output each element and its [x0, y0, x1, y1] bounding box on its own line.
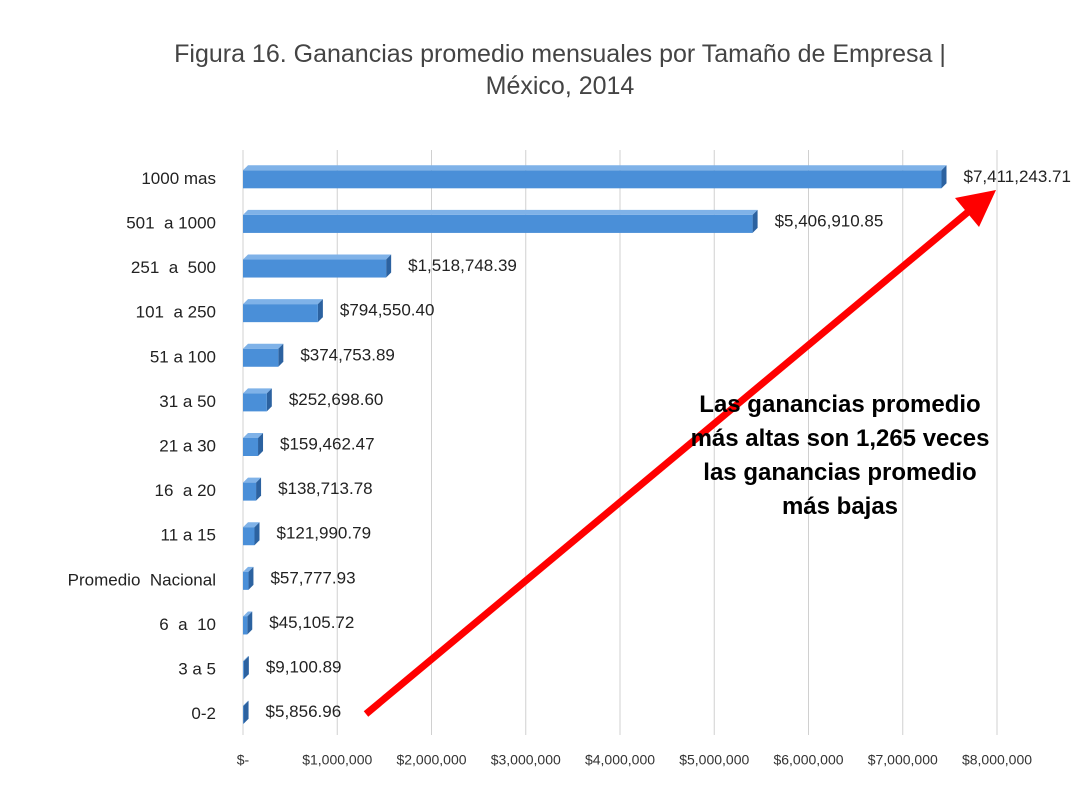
bar-front [243, 438, 259, 456]
bar-side [266, 388, 272, 412]
bar-front [243, 616, 248, 635]
value-label: $121,990.79 [276, 524, 371, 543]
bar-side [243, 656, 249, 680]
bar-side [941, 165, 947, 189]
bar [243, 611, 253, 635]
x-tick-label: $1,000,000 [302, 752, 372, 768]
bar-top [243, 299, 323, 305]
value-label: $5,856.96 [266, 702, 342, 721]
bar-side [247, 611, 253, 635]
bar [243, 343, 284, 367]
value-label: $57,777.93 [270, 568, 355, 587]
y-tick-label: 11 a 15 [161, 526, 216, 545]
bar-top [243, 388, 272, 394]
value-label: $252,698.60 [289, 390, 384, 409]
bar-top [243, 566, 254, 572]
chart-title: Figura 16. Ganancias promedio mensuales … [174, 40, 946, 100]
bar-side [243, 700, 249, 724]
bar-front [243, 571, 249, 590]
y-tick-label: 51 a 100 [150, 347, 216, 366]
bar-front [243, 393, 267, 412]
y-tick-label: 101 a 250 [136, 303, 216, 322]
bar-top [243, 343, 284, 349]
bar [243, 299, 323, 323]
bar-side [386, 254, 392, 278]
bar [243, 165, 947, 189]
bar-side [254, 522, 260, 546]
bar-top [243, 254, 392, 260]
y-tick-label: 3 a 5 [178, 660, 216, 679]
arrow-head [955, 190, 996, 227]
value-label: $7,411,243.71 [964, 167, 1071, 186]
x-tick-label: $5,000,000 [679, 752, 749, 768]
value-label: $9,100.89 [266, 658, 342, 677]
value-label: $5,406,910.85 [775, 211, 884, 230]
bar-side [248, 566, 254, 590]
bar [243, 700, 249, 724]
value-label: $45,105.72 [269, 613, 354, 632]
bar-top [243, 477, 262, 483]
bar-side [278, 343, 284, 367]
y-tick-label: 251 a 500 [131, 258, 216, 277]
bar-front [243, 170, 942, 189]
y-tick-label: 6 a 10 [159, 615, 216, 634]
bar-top [243, 700, 249, 706]
y-tick-label: 21 a 30 [159, 436, 216, 455]
value-label: $374,753.89 [300, 345, 395, 364]
bar-top [243, 611, 253, 617]
bar [243, 254, 392, 278]
x-tick-label: $2,000,000 [396, 752, 466, 768]
bar-side [317, 299, 323, 323]
y-tick-label: 1000 mas [141, 169, 216, 188]
bar-front [243, 482, 257, 501]
bar [243, 477, 262, 501]
bar-front [243, 259, 387, 278]
bar-side [256, 477, 262, 501]
value-label: $138,713.78 [278, 479, 373, 498]
bar [243, 209, 758, 233]
y-tick-label: 31 a 50 [159, 392, 216, 411]
x-tick-label: $6,000,000 [773, 752, 843, 768]
value-label: $159,462.47 [280, 434, 375, 453]
bar-top [243, 165, 947, 171]
value-label: $794,550.40 [340, 301, 435, 320]
bar-side [752, 209, 758, 233]
bar [243, 566, 254, 590]
value-label: $1,518,748.39 [408, 256, 517, 275]
x-tick-label: $4,000,000 [585, 752, 655, 768]
bar-front [243, 527, 255, 546]
bar-front [243, 304, 318, 323]
bar-front [243, 705, 244, 724]
annotation: Las ganancias promedio más altas son 1,2… [690, 391, 990, 520]
x-tick-label: $7,000,000 [868, 752, 938, 768]
y-tick-label: 501 a 1000 [126, 213, 216, 232]
bar [243, 656, 249, 680]
arrow [363, 190, 996, 717]
bar-top [243, 522, 260, 528]
y-tick-label: 16 a 20 [155, 481, 216, 500]
bar-top [243, 656, 249, 662]
bar-top [243, 433, 264, 438]
bar [243, 433, 264, 456]
bar-front [243, 348, 279, 367]
y-tick-label: 0-2 [191, 704, 216, 723]
bar [243, 388, 272, 412]
x-tick-label: $- [237, 752, 250, 768]
bar [243, 522, 260, 546]
bar-top [243, 209, 758, 215]
x-tick-label: $3,000,000 [491, 752, 561, 768]
bar-front [243, 661, 244, 680]
bar-front [243, 214, 753, 233]
x-tick-label: $8,000,000 [962, 752, 1032, 768]
arrow-shaft [363, 209, 971, 717]
bar-side [258, 433, 264, 456]
y-tick-label: Promedio Nacional [68, 570, 216, 589]
